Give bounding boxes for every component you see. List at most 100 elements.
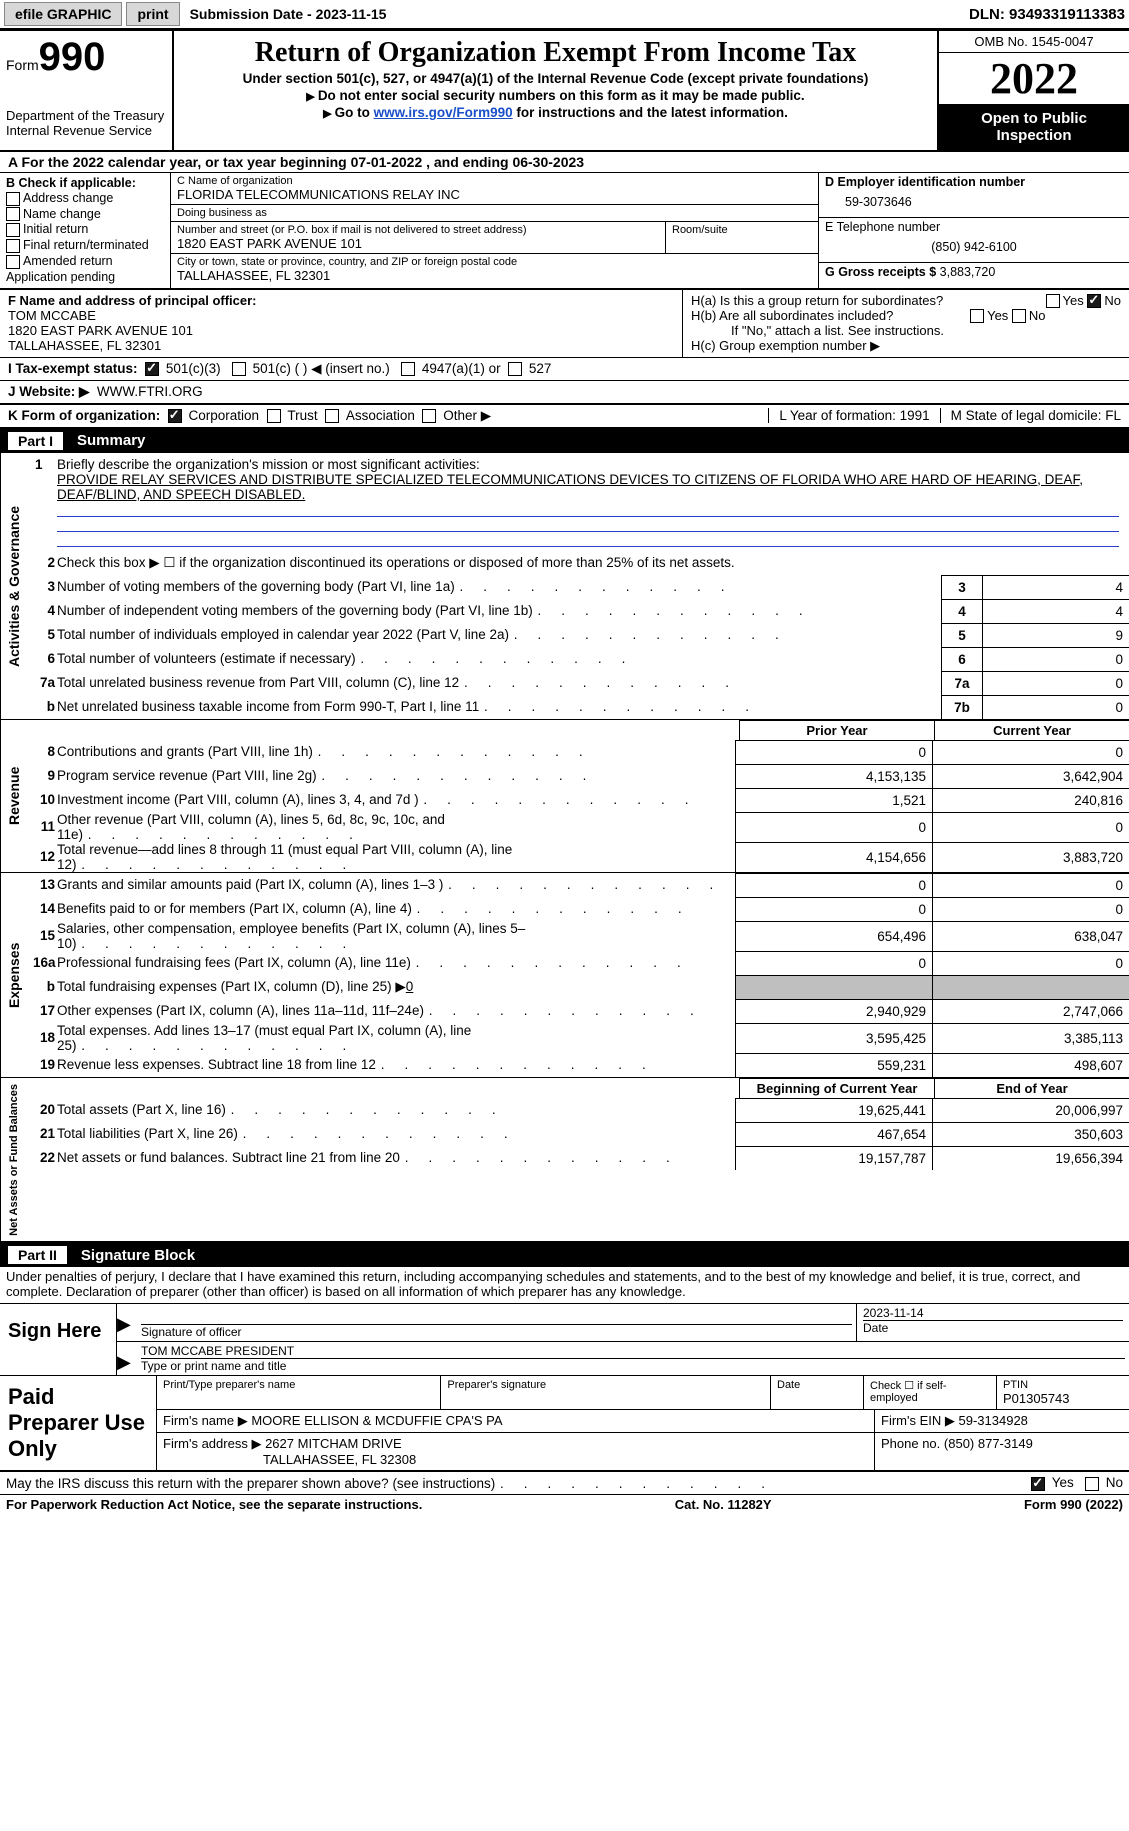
state-domicile: M State of legal domicile: FL — [940, 408, 1121, 423]
ptin: PTINP01305743 — [997, 1376, 1129, 1409]
summary-line: 6Total number of volunteers (estimate if… — [27, 647, 1129, 671]
chk-hb-no[interactable] — [1012, 309, 1026, 323]
dept-treasury: Department of the Treasury — [6, 108, 166, 123]
revenue-header: Prior Year Current Year — [27, 720, 1129, 740]
summary-line: 9Program service revenue (Part VIII, lin… — [27, 764, 1129, 788]
tax-year: 2022 — [939, 53, 1129, 104]
discuss-row: May the IRS discuss this return with the… — [0, 1472, 1129, 1493]
arrow-icon: ▶ — [117, 1304, 137, 1341]
efile-badge: efile GRAPHIC — [4, 2, 122, 26]
header-right: OMB No. 1545-0047 2022 Open to Public In… — [937, 31, 1129, 150]
chk-trust[interactable] — [267, 409, 281, 423]
form-subtitle: Under section 501(c), 527, or 4947(a)(1)… — [178, 71, 933, 86]
chk-discuss-yes[interactable] — [1031, 1477, 1045, 1491]
firm-address: Firm's address ▶ 2627 MITCHAM DRIVE TALL… — [157, 1433, 875, 1470]
header-middle: Return of Organization Exempt From Incom… — [174, 31, 937, 150]
chk-527[interactable] — [508, 362, 522, 376]
instructions-line: Go to www.irs.gov/Form990 for instructio… — [178, 105, 933, 120]
entity-block: B Check if applicable: Address change Na… — [0, 173, 1129, 290]
chk-assoc[interactable] — [325, 409, 339, 423]
room-cell: Room/suite — [665, 222, 818, 254]
chk-discuss-no[interactable] — [1085, 1477, 1099, 1491]
prep-date: Date — [771, 1376, 864, 1409]
header-left: Form990 Department of the Treasury Inter… — [0, 31, 174, 150]
prep-name: Print/Type preparer's name — [157, 1376, 441, 1409]
summary-line: bTotal fundraising expenses (Part IX, co… — [27, 975, 1129, 999]
chk-501c[interactable] — [232, 362, 246, 376]
form-prefix: Form — [6, 57, 39, 73]
firm-name: Firm's name ▶ MOORE ELLISON & MCDUFFIE C… — [157, 1410, 875, 1432]
summary-line: 4Number of independent voting members of… — [27, 599, 1129, 623]
submission-date: Submission Date - 2023-11-15 — [190, 6, 387, 22]
summary-line: bNet unrelated business taxable income f… — [27, 695, 1129, 719]
chk-ha-yes[interactable] — [1046, 294, 1060, 308]
arrow-icon: ▶ — [117, 1342, 137, 1375]
chk-501c3[interactable] — [145, 362, 159, 376]
mission-text: PROVIDE RELAY SERVICES AND DISTRIBUTE SP… — [57, 472, 1083, 502]
open-to-public: Open to Public Inspection — [939, 104, 1129, 150]
chk-final-return[interactable] — [6, 239, 20, 253]
summary-line: 20Total assets (Part X, line 16)19,625,4… — [27, 1098, 1129, 1122]
city-cell: City or town, state or province, country… — [171, 254, 818, 285]
summary-line: 10Investment income (Part VIII, column (… — [27, 788, 1129, 812]
chk-other[interactable] — [422, 409, 436, 423]
sign-here-block: Sign Here ▶ Signature of officer 2023-11… — [0, 1303, 1129, 1376]
form-number: 990 — [39, 35, 106, 79]
org-name-cell: C Name of organization FLORIDA TELECOMMU… — [171, 173, 818, 205]
perjury-statement: Under penalties of perjury, I declare th… — [0, 1267, 1129, 1301]
summary-line: 14Benefits paid to or for members (Part … — [27, 897, 1129, 921]
omb-number: OMB No. 1545-0047 — [939, 31, 1129, 53]
irs-link[interactable]: www.irs.gov/Form990 — [374, 105, 513, 120]
summary-line: 21Total liabilities (Part X, line 26)467… — [27, 1122, 1129, 1146]
part-1-header: Part I Summary — [0, 429, 1129, 453]
tax-exempt-row: I Tax-exempt status: 501(c)(3) 501(c) ( … — [0, 358, 1129, 381]
form-990-page: efile GRAPHIC print Submission Date - 20… — [0, 0, 1129, 1514]
summary-line: 12Total revenue—add lines 8 through 11 (… — [27, 842, 1129, 872]
chk-name-change[interactable] — [6, 207, 20, 221]
address-cell: Number and street (or P.O. box if mail i… — [171, 222, 665, 254]
chk-address-change[interactable] — [6, 192, 20, 206]
fh-row: F Name and address of principal officer:… — [0, 290, 1129, 358]
chk-initial-return[interactable] — [6, 223, 20, 237]
self-employed: Check ☐ if self-employed — [864, 1376, 997, 1409]
form-title: Return of Organization Exempt From Incom… — [178, 37, 933, 69]
summary-line: 22Net assets or fund balances. Subtract … — [27, 1146, 1129, 1170]
firm-ein: Firm's EIN ▶ 59-3134928 — [875, 1410, 1129, 1432]
sign-here-label: Sign Here — [0, 1304, 117, 1375]
vtab-revenue: Revenue — [0, 720, 27, 872]
chk-corp[interactable] — [168, 409, 182, 423]
ein-cell: D Employer identification number 59-3073… — [819, 173, 1129, 218]
chk-hb-yes[interactable] — [970, 309, 984, 323]
dba-cell: Doing business as — [171, 205, 818, 222]
topbar: efile GRAPHIC print Submission Date - 20… — [0, 0, 1129, 29]
vtab-net-assets: Net Assets or Fund Balances — [0, 1078, 27, 1242]
vtab-governance: Activities & Governance — [0, 453, 27, 719]
net-header: Beginning of Current Year End of Year — [27, 1078, 1129, 1098]
dln-number: DLN: 93493319113383 — [969, 6, 1125, 23]
ssn-warning: Do not enter social security numbers on … — [178, 88, 933, 103]
form-org-row: K Form of organization: Corporation Trus… — [0, 405, 1129, 429]
mission-block: 1 Briefly describe the organization's mi… — [27, 453, 1129, 551]
group-return: H(a) Is this a group return for subordin… — [682, 290, 1129, 357]
paid-preparer-label: Paid Preparer Use Only — [0, 1376, 157, 1470]
summary-line: 18Total expenses. Add lines 13–17 (must … — [27, 1023, 1129, 1053]
summary-line: 16aProfessional fundraising fees (Part I… — [27, 951, 1129, 975]
summary-line: 5Total number of individuals employed in… — [27, 623, 1129, 647]
firm-phone: Phone no. (850) 877-3149 — [875, 1433, 1129, 1470]
part-2-header: Part II Signature Block — [0, 1243, 1129, 1267]
chk-amended[interactable] — [6, 255, 20, 269]
chk-4947[interactable] — [401, 362, 415, 376]
officer-signature: Signature of officer — [137, 1304, 856, 1341]
print-button[interactable]: print — [126, 2, 179, 26]
principal-officer: F Name and address of principal officer:… — [0, 290, 682, 357]
col-b-title: B Check if applicable: — [6, 176, 164, 190]
summary-line: 11Other revenue (Part VIII, column (A), … — [27, 812, 1129, 842]
summary-line: 2Check this box ▶ ☐ if the organization … — [27, 551, 1129, 575]
paid-preparer-block: Paid Preparer Use Only Print/Type prepar… — [0, 1376, 1129, 1472]
part-1-body: Activities & Governance 1 Briefly descri… — [0, 453, 1129, 1244]
irs-label: Internal Revenue Service — [6, 123, 166, 138]
chk-ha-no[interactable] — [1087, 294, 1101, 308]
sign-date: 2023-11-14 Date — [856, 1304, 1129, 1341]
col-b-checkboxes: B Check if applicable: Address change Na… — [0, 173, 171, 288]
website-row: J Website: ▶ WWW.FTRI.ORG — [0, 381, 1129, 405]
